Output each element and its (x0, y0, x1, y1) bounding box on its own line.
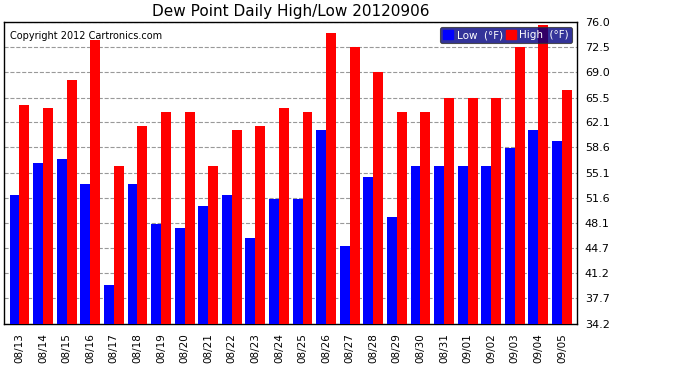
Bar (529, 130, 538, 324)
Bar (67, 80, 77, 324)
Bar (43, 108, 53, 324)
Bar (10, 195, 19, 324)
Bar (232, 130, 241, 324)
Bar (434, 166, 444, 324)
Bar (482, 166, 491, 324)
Bar (19, 105, 30, 324)
Bar (326, 33, 336, 324)
Bar (90, 40, 100, 324)
Bar (339, 246, 350, 324)
Bar (552, 141, 562, 324)
Bar (208, 166, 218, 324)
Bar (515, 47, 524, 324)
Legend: Low  (°F), High  (°F): Low (°F), High (°F) (440, 27, 572, 43)
Bar (269, 199, 279, 324)
Bar (491, 98, 501, 324)
Title: Dew Point Daily High/Low 20120906: Dew Point Daily High/Low 20120906 (152, 4, 429, 19)
Bar (316, 130, 326, 324)
Bar (505, 148, 515, 324)
Bar (373, 72, 383, 324)
Bar (468, 98, 477, 324)
Bar (80, 184, 90, 324)
Bar (57, 159, 67, 324)
Bar (411, 166, 420, 324)
Bar (198, 206, 208, 324)
Bar (104, 285, 114, 324)
Bar (175, 228, 185, 324)
Text: Copyright 2012 Cartronics.com: Copyright 2012 Cartronics.com (10, 31, 162, 41)
Bar (137, 126, 148, 324)
Bar (128, 184, 137, 324)
Bar (151, 224, 161, 324)
Bar (246, 238, 255, 324)
Bar (350, 47, 359, 324)
Bar (397, 112, 407, 324)
Bar (33, 163, 43, 324)
Bar (185, 112, 195, 324)
Bar (161, 112, 171, 324)
Bar (293, 199, 302, 324)
Bar (538, 26, 549, 324)
Bar (562, 90, 572, 324)
Bar (387, 217, 397, 324)
Bar (279, 108, 289, 324)
Bar (364, 177, 373, 324)
Bar (444, 98, 454, 324)
Bar (457, 166, 468, 324)
Bar (255, 126, 265, 324)
Bar (302, 112, 313, 324)
Bar (420, 112, 431, 324)
Bar (222, 195, 232, 324)
Bar (114, 166, 124, 324)
